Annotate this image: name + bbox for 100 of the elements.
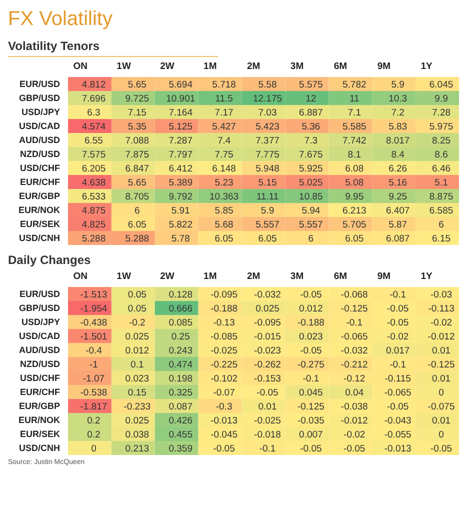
data-label: 0 bbox=[91, 444, 96, 454]
data-label: 8.25 bbox=[432, 136, 451, 146]
x-tick-label: 2M bbox=[246, 271, 260, 282]
data-label: 9.95 bbox=[345, 192, 364, 202]
data-label: -0.102 bbox=[210, 374, 238, 384]
chart-title: FX Volatility bbox=[8, 8, 114, 31]
data-label: 5.389 bbox=[168, 178, 192, 188]
data-label: 7.377 bbox=[256, 136, 280, 146]
data-label: -1 bbox=[89, 360, 98, 370]
data-label: 5.83 bbox=[388, 122, 408, 132]
data-label: 6.148 bbox=[212, 164, 236, 174]
data-label: 0.1 bbox=[130, 360, 144, 370]
y-tick-label: EUR/SEK bbox=[20, 429, 60, 440]
y-tick-label: EUR/SEK bbox=[20, 219, 60, 230]
data-label: 0.01 bbox=[258, 402, 277, 412]
data-label: -0.12 bbox=[344, 374, 366, 384]
data-label: 6.46 bbox=[432, 164, 451, 174]
x-tick-label: ON bbox=[73, 61, 88, 72]
chart-title: Daily Changes bbox=[8, 253, 92, 267]
data-label: 9.792 bbox=[168, 192, 192, 202]
data-label: -0.225 bbox=[210, 360, 238, 370]
data-label: 11 bbox=[349, 94, 360, 104]
data-label: -0.1 bbox=[259, 444, 276, 454]
data-label: -0.095 bbox=[254, 318, 281, 328]
data-label: 5.948 bbox=[256, 164, 280, 174]
data-label: -1.07 bbox=[82, 374, 105, 384]
y-tick-label: EUR/GBP bbox=[18, 401, 60, 412]
data-label: -0.3 bbox=[216, 402, 232, 412]
data-label: -0.233 bbox=[124, 402, 151, 412]
data-label: -0.055 bbox=[384, 430, 412, 440]
data-label: -0.13 bbox=[213, 318, 235, 328]
data-label: -0.015 bbox=[254, 332, 281, 342]
data-label: -1.954 bbox=[80, 304, 108, 314]
data-label: 6.26 bbox=[388, 164, 408, 174]
data-label: 6.533 bbox=[82, 192, 106, 202]
data-label: 5.94 bbox=[302, 206, 320, 216]
data-label: -0.4 bbox=[86, 346, 102, 356]
data-label: 6.05 bbox=[128, 220, 146, 230]
data-label: 0 bbox=[438, 388, 444, 398]
data-label: 7.2 bbox=[391, 108, 404, 118]
data-label: -1.513 bbox=[80, 290, 108, 300]
data-label: 5.557 bbox=[299, 220, 323, 230]
data-label: 7.696 bbox=[82, 94, 106, 104]
data-label: 0.025 bbox=[256, 304, 280, 314]
data-label: -0.05 bbox=[213, 444, 235, 454]
data-label: -0.1 bbox=[390, 290, 406, 300]
y-tick-label: AUD/USD bbox=[18, 345, 60, 356]
data-label: 4.875 bbox=[82, 206, 106, 216]
data-label: -0.262 bbox=[254, 360, 281, 370]
data-label: 0.455 bbox=[168, 430, 192, 440]
data-label: 0.198 bbox=[168, 374, 192, 384]
data-label: -0.018 bbox=[254, 430, 281, 440]
data-label: 5.125 bbox=[168, 122, 192, 132]
data-label: -0.068 bbox=[340, 290, 368, 300]
data-label: 5.16 bbox=[388, 178, 408, 188]
data-label: -0.1 bbox=[346, 318, 363, 328]
data-label: 7.775 bbox=[256, 150, 280, 160]
data-label: 0.01 bbox=[432, 374, 451, 384]
data-label: 6 bbox=[438, 220, 444, 230]
data-label: 0.128 bbox=[168, 290, 192, 300]
data-label: 5.65 bbox=[128, 178, 146, 188]
data-label: 10.85 bbox=[299, 192, 323, 202]
data-label: 6 bbox=[134, 206, 140, 216]
data-label: -0.188 bbox=[297, 318, 324, 328]
data-label: 6.05 bbox=[258, 234, 277, 244]
data-label: 0.023 bbox=[299, 332, 323, 342]
y-tick-label: GBP/USD bbox=[18, 93, 60, 104]
data-label: 6.087 bbox=[386, 234, 410, 244]
data-label: -0.212 bbox=[340, 360, 368, 370]
data-label: -0.05 bbox=[387, 304, 409, 314]
x-tick-label: 3M bbox=[290, 271, 304, 282]
data-label: 5.36 bbox=[302, 122, 320, 132]
data-label: -0.045 bbox=[210, 430, 238, 440]
data-label: 5.718 bbox=[212, 80, 236, 90]
data-label: 0.012 bbox=[125, 346, 150, 356]
data-label: 0.05 bbox=[128, 304, 146, 314]
data-label: -0.538 bbox=[80, 388, 108, 398]
data-label: 7.15 bbox=[128, 108, 146, 118]
data-label: 5.427 bbox=[212, 122, 236, 132]
data-label: 4.638 bbox=[82, 178, 106, 188]
data-label: 6.407 bbox=[386, 206, 410, 216]
data-label: -0.125 bbox=[340, 304, 368, 314]
data-label: -0.07 bbox=[213, 388, 235, 398]
data-label: -0.02 bbox=[387, 332, 409, 342]
data-label: 7.088 bbox=[125, 136, 150, 146]
data-label: 0.325 bbox=[168, 388, 192, 398]
data-label: 0.25 bbox=[171, 332, 190, 342]
x-tick-label: 6M bbox=[334, 61, 348, 72]
y-tick-label: EUR/NOK bbox=[18, 205, 60, 216]
data-label: 0.2 bbox=[87, 430, 100, 440]
data-label: -0.032 bbox=[340, 346, 368, 356]
data-label: 0.426 bbox=[168, 416, 192, 426]
data-label: 12.175 bbox=[252, 94, 282, 104]
data-label: -0.025 bbox=[254, 416, 281, 426]
data-label: 5.23 bbox=[214, 178, 234, 188]
data-label: 5.35 bbox=[128, 122, 146, 132]
data-label: -0.05 bbox=[300, 290, 322, 300]
data-label: 0.243 bbox=[168, 346, 192, 356]
data-label: 8.875 bbox=[429, 192, 454, 202]
y-tick-label: NZD/USD bbox=[20, 359, 60, 370]
